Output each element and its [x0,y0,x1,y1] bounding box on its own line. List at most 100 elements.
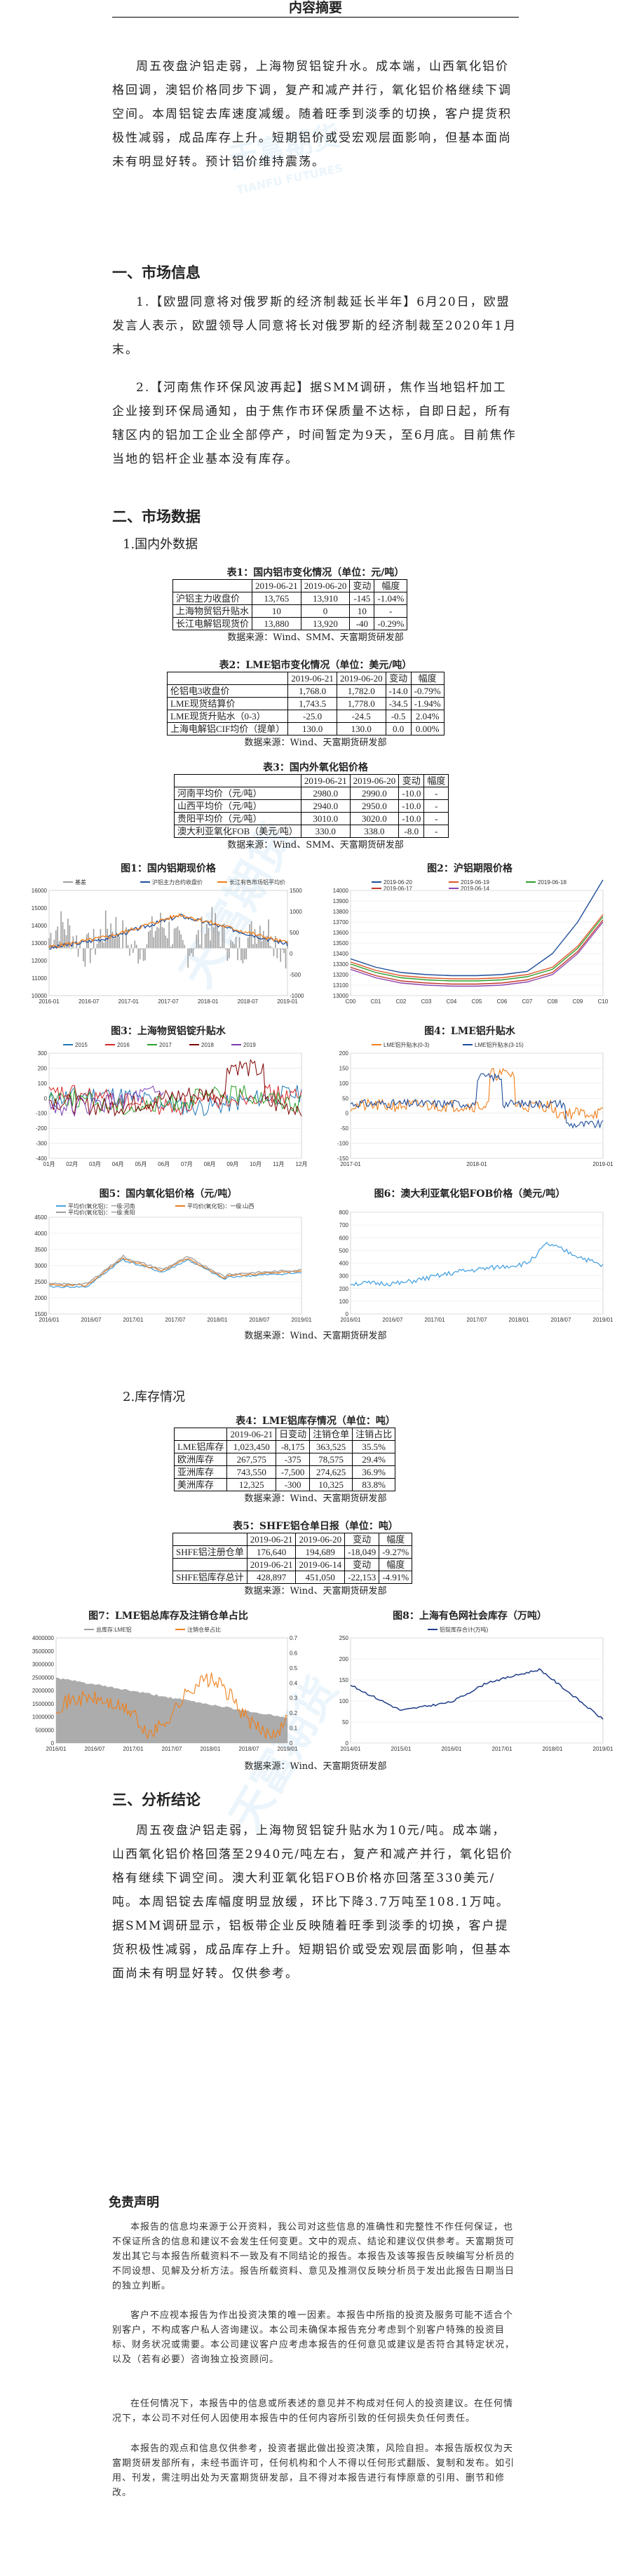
fig4-chart: LME铝升贴水(0-3) LME铝升贴水(3-15) 200 150 100 50 0 -50… [323,1039,617,1172]
section-conclusion-title: 三、分析结论 [112,1791,201,1808]
table-cell: -8,175 [276,1440,311,1453]
y-tick-label: -100 [337,1141,349,1147]
subsection-domestic-foreign: 1.国内外数据 [123,537,198,552]
y-tick-label: 200 [339,1050,349,1057]
x-tick-label: 08月 [204,1161,216,1167]
table-cell: -25.0 [287,710,337,723]
x-tick-label: 2017/01 [123,1746,144,1752]
table-cell: 36.9% [352,1465,396,1479]
fig8-title: 图8：上海有色网社会库存（万吨） [393,1611,547,1622]
table-cell: 变动 [398,774,425,787]
y-right-tick-label: 0.4 [290,1680,298,1686]
x-tick-label: C01 [371,998,381,1005]
x-tick-label: 2017-01 [340,1161,361,1167]
x-tick-label: 2018-01 [198,998,219,1005]
table-cell: SHFE铝库存总计 [172,1571,247,1584]
series-line [350,1073,604,1129]
x-tick-label: 2019-01 [277,998,298,1005]
table-row: 澳大利亚氧化FOB（美元/吨） 330.0 338.0 -8.0- [174,825,449,838]
disclaimer-para-3: 在任何情况下，本报告中的信息或所表述的意见并不构成对任何人的投资建议。在任何情况… [112,2399,514,2424]
table-cell: 山西平均价（元/吨） [174,799,301,813]
table-row: LME现货升贴水（0-3） -25.0 -24.5 -0.5 2.04% [166,710,445,723]
table-cell: -145 [349,592,375,605]
y-tick-label: 10000 [32,993,48,999]
table-cell: 267,575 [226,1453,277,1466]
y-tick-label: 13200 [333,972,349,978]
y-tick-label: 100 [339,1080,349,1087]
y-tick-label: 2000 [34,1295,47,1301]
table-cell: -40 [349,617,375,630]
y-right-tick-label: -1000 [290,993,304,999]
table-cell: 2019-06-21 [246,1533,297,1546]
y-tick-label: 50 [342,1719,348,1726]
disclaimer-para-2: 客户不应视本报告为作出投资决策的唯一因素。本报告中所指的投资及服务可能不适合个别… [112,2310,515,2365]
legend-label: 2018 [201,1042,214,1048]
table-cell: -1.04% [374,592,408,605]
y-tick-label: 13700 [333,919,349,926]
y-right-tick-label: 0 [290,1740,293,1747]
y-tick-label: -150 [337,1155,349,1162]
y-tick-label: 0 [346,1740,349,1747]
x-tick-label: C06 [497,998,508,1005]
legend-label: 2019-06-19 [461,879,489,886]
legend-label: 2019-06-14 [461,886,489,892]
legend-label: 注销仓单占比 [187,1626,221,1633]
table-cell: 2019-06-21 [246,1558,297,1571]
series-line [350,879,604,977]
table-cell: 2019-06-20 [336,672,386,685]
fig6-chart: 800 700 600 500 400 300 200 100 0 2016/01 2016/07 2… [323,1202,617,1328]
fig-row4-source: 数据来源：Wind、天富期货研发部 [244,1761,387,1772]
table-cell: -22,153 [344,1571,380,1584]
table-cell: -9.27% [379,1545,413,1559]
fig1-chart: 基差 沪铝主力合约收盘价 长江有色市场铝平均价 16000 15000 14000 1300… [21,876,316,1010]
x-tick-label: 2016/07 [383,1317,403,1323]
legend-label: 2015 [75,1042,88,1048]
series-line [350,914,604,979]
table-row: 上海电解铝CIF均价（提单） 130.0 130.0 0.0 0.00% [166,722,445,735]
table-cell: 743,550 [226,1465,277,1479]
x-tick-label: 2018/01 [201,1746,221,1752]
x-tick-label: 06月 [158,1161,170,1167]
y-tick-label: 14000 [333,888,349,894]
x-tick-label: 2017-07 [158,998,179,1005]
legend-label: 平均价(氧化铝)：一级:贵阳 [68,1209,135,1216]
table-header-row: 2019-06-21 2019-06-20 变动 幅度 [172,579,408,592]
table-cell: 2019-06-21 [287,672,337,685]
table-row: LME现货结算价 1,743.5 1,778.0 -34.5 -1.94% [166,697,445,710]
y-tick-label: 12000 [32,958,48,964]
x-tick-label: 09月 [226,1161,238,1167]
table-row: 贵阳平均价（元/吨） 3010.0 3020.0 -10.0- [174,812,449,825]
fig5-title: 图5：国内氧化铝价格（元/吨） [99,1188,238,1200]
x-tick-label: C04 [447,998,457,1005]
legend-label: 平均价(氧化铝)：一级:山西 [187,1202,255,1209]
y-tick-label: 3000 [34,1263,47,1269]
series-line [48,1085,302,1116]
fig7-title: 图7：LME铝总库存及注销仓单占比 [88,1611,248,1622]
table-cell: -10.0 [398,799,425,813]
table-cell: 78,575 [309,1453,353,1466]
x-tick-label: 2018/07 [551,1317,571,1323]
table-cell: 338.0 [349,825,400,838]
x-tick-label: 03月 [89,1161,101,1167]
y-tick-label: -400 [36,1155,48,1162]
table5: 2019-06-21 2019-06-20 变动 幅度 SHFE铝注册仓单 176,640… [172,1533,413,1584]
y-tick-label: -100 [36,1111,48,1117]
x-tick-label: 2017/07 [162,1746,182,1752]
x-tick-label: 11月 [273,1161,284,1167]
table-header-row: 2019-06-21 2019-06-14 变动 幅度 [172,1558,413,1571]
legend-label: 平均价(氧化铝)：一级:河南 [68,1202,135,1209]
table-cell: 幅度 [379,1533,413,1546]
y-tick-label: 16000 [32,888,48,894]
y-tick-label: 1500000 [32,1701,55,1707]
y-tick-label: 3500 [34,1247,47,1253]
y-tick-label: 14000 [32,923,48,929]
table-cell: 亚洲库存 [173,1465,228,1479]
table-cell [172,1558,247,1571]
stock-area [56,1677,287,1743]
x-tick-label: C10 [598,998,609,1005]
y-right-tick-label: -500 [290,972,301,978]
table-cell: 幅度 [423,774,449,787]
legend-label: LME铝升贴水(0-3) [384,1041,430,1048]
series-line [350,1242,604,1287]
table-cell: 2.04% [410,710,445,723]
